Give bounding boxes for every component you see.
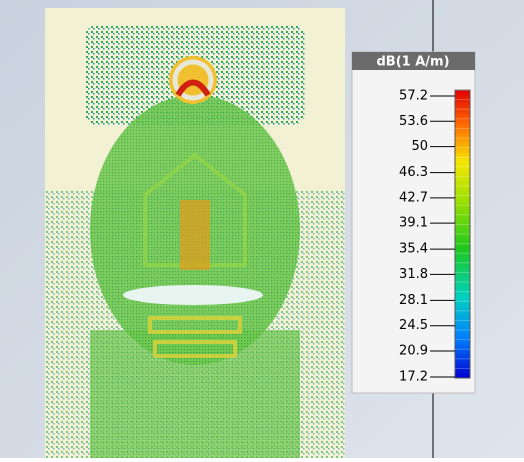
field-plot: [45, 25, 345, 458]
colorbar-tick-label: 50: [411, 139, 428, 154]
colorbar-tick-label: 42.7: [399, 190, 428, 205]
colorbar-tick-label: 31.8: [399, 267, 428, 282]
colorbar-tick-label: 39.1: [399, 216, 428, 231]
colorbar-tick-label: 35.4: [399, 242, 428, 257]
screenshot: dB(1 A/m) 57.2 53.6 50 46.3 42.7 39.1 35.4 31.8…: [0, 0, 524, 458]
colorbar-tick-label: 28.1: [399, 293, 428, 308]
colorbar-tick-label: 24.5: [399, 318, 428, 333]
colorbar-tick-label: 53.6: [399, 114, 428, 129]
colorbar-tick-label: 57.2: [399, 89, 428, 104]
body: dB(1 A/m) 57.2 53.6 50 46.3 42.7 39.1 35.4 31.8…: [0, 0, 524, 458]
gap: [123, 285, 263, 305]
hot-feed: [180, 200, 210, 270]
colorbar-tick-label: 20.9: [399, 344, 428, 359]
colorbar-tick-label: 46.3: [399, 165, 428, 180]
field-bottom: [90, 330, 300, 458]
colorbar-tick-label: 17.2: [399, 370, 428, 385]
legend-title: dB(1 A/m): [376, 55, 449, 70]
page: {"colorbar": {"title": "dB(1 A/m)", "tic…: [0, 0, 524, 458]
